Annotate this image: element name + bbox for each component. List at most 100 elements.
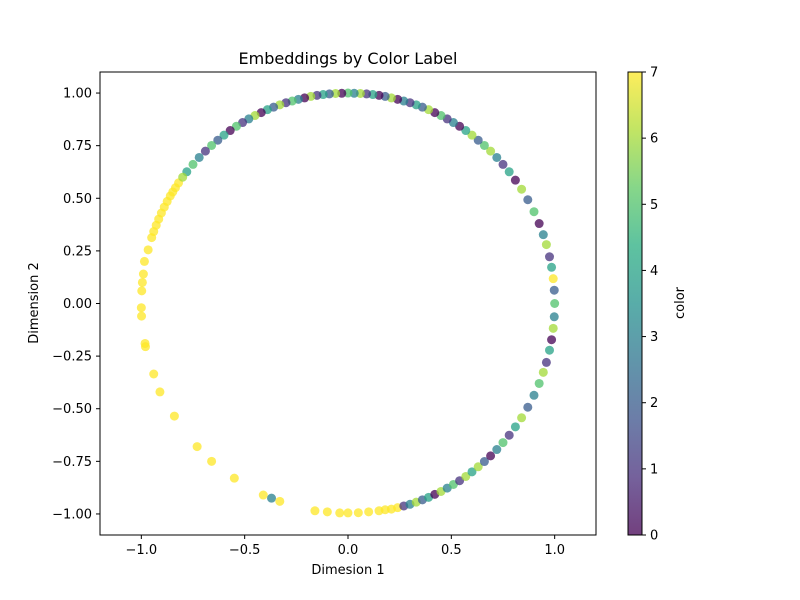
colorbar-tick-label: 5 <box>650 198 658 213</box>
data-point <box>473 135 483 145</box>
colorbar-label: color <box>673 286 688 319</box>
data-point <box>467 467 477 477</box>
x-tick-label: 0.0 <box>338 543 359 558</box>
colorbar-ticks: 0 1 2 3 4 5 6 7 <box>642 66 658 544</box>
data-point <box>178 172 188 182</box>
data-point <box>169 411 179 421</box>
data-point <box>343 508 353 518</box>
data-point <box>486 146 496 156</box>
data-point <box>549 285 559 295</box>
colorbar-tick-label: 4 <box>650 264 658 279</box>
data-point <box>229 473 239 483</box>
colorbar-tick-label: 2 <box>650 396 658 411</box>
y-tick-label: 0.75 <box>63 139 92 154</box>
data-point <box>137 277 147 287</box>
data-point <box>310 506 320 516</box>
colorbar-frame <box>627 71 643 536</box>
data-point <box>192 442 202 452</box>
data-point <box>258 490 268 500</box>
data-point <box>322 507 332 517</box>
data-point <box>538 367 548 377</box>
data-point <box>335 508 345 518</box>
y-tick-label: −0.25 <box>52 350 92 365</box>
x-tick-label: 1.0 <box>544 543 565 558</box>
data-point <box>523 195 533 205</box>
data-point <box>549 312 559 322</box>
x-tick-label: −0.5 <box>229 543 261 558</box>
data-point <box>486 451 496 461</box>
data-point <box>225 126 235 136</box>
x-tick-label: 0.5 <box>441 543 462 558</box>
data-point <box>548 323 558 333</box>
data-point <box>504 430 514 440</box>
data-point <box>219 130 229 140</box>
data-point <box>534 378 544 388</box>
data-point <box>200 146 210 156</box>
data-point <box>517 413 527 423</box>
data-point <box>467 130 477 140</box>
data-point <box>207 456 217 466</box>
data-point <box>534 219 544 229</box>
data-point <box>207 140 217 150</box>
y-axis: 1.00 0.75 0.50 0.25 0.00 −0.25 −0.50 −0.75 −1.00 <box>52 87 100 522</box>
data-point <box>538 230 548 240</box>
y-tick-label: 0.00 <box>63 297 92 312</box>
plot-frame <box>99 71 597 536</box>
data-point <box>529 390 539 400</box>
data-point <box>140 342 150 352</box>
data-point <box>547 335 557 345</box>
colorbar-tick-label: 3 <box>650 330 658 345</box>
y-axis-label: Dimension 2 <box>27 262 42 344</box>
data-point <box>492 445 502 455</box>
data-point <box>504 167 514 177</box>
data-point <box>473 462 483 472</box>
data-point <box>541 240 551 250</box>
data-point <box>461 471 471 481</box>
data-point <box>275 496 285 506</box>
data-point <box>541 357 551 367</box>
data-point <box>479 457 489 467</box>
y-tick-label: −1.00 <box>52 507 92 522</box>
data-point <box>492 152 502 162</box>
data-point <box>550 299 560 308</box>
data-point <box>510 175 520 185</box>
data-point <box>523 402 533 412</box>
colorbar-fill <box>628 72 642 535</box>
data-point <box>194 152 204 162</box>
data-point <box>548 274 558 284</box>
data-point <box>149 369 159 379</box>
data-point <box>188 159 198 169</box>
y-tick-label: 0.50 <box>63 192 92 207</box>
data-point <box>138 269 148 279</box>
data-point <box>143 245 153 255</box>
data-point <box>364 507 374 517</box>
y-tick-label: −0.50 <box>52 402 92 417</box>
data-point <box>498 438 508 448</box>
data-point <box>137 311 147 321</box>
data-point <box>155 387 165 397</box>
colorbar-tick-label: 6 <box>650 132 658 147</box>
y-tick-label: 0.25 <box>63 244 92 259</box>
data-point <box>353 508 363 518</box>
colorbar-tick-label: 1 <box>650 462 658 477</box>
data-point <box>529 207 539 217</box>
x-tick-label: −1.0 <box>126 543 158 558</box>
data-point <box>545 345 554 355</box>
y-tick-label: −0.75 <box>52 455 92 470</box>
x-axis: −1.0 −0.5 0.0 0.5 1.0 <box>126 535 565 558</box>
data-point <box>517 184 527 194</box>
y-tick-label: 1.00 <box>63 87 92 102</box>
data-point <box>267 493 277 503</box>
points-layer <box>136 88 560 518</box>
data-point <box>479 140 489 150</box>
chart-title: Embeddings by Color Label <box>239 49 458 68</box>
data-point <box>510 422 520 432</box>
data-point <box>545 252 554 262</box>
colorbar-tick-label: 7 <box>650 66 658 81</box>
data-point <box>137 286 147 296</box>
data-point <box>498 159 508 169</box>
x-axis-label: Dimesion 1 <box>311 563 384 578</box>
data-point <box>213 135 223 145</box>
data-point <box>136 303 146 313</box>
